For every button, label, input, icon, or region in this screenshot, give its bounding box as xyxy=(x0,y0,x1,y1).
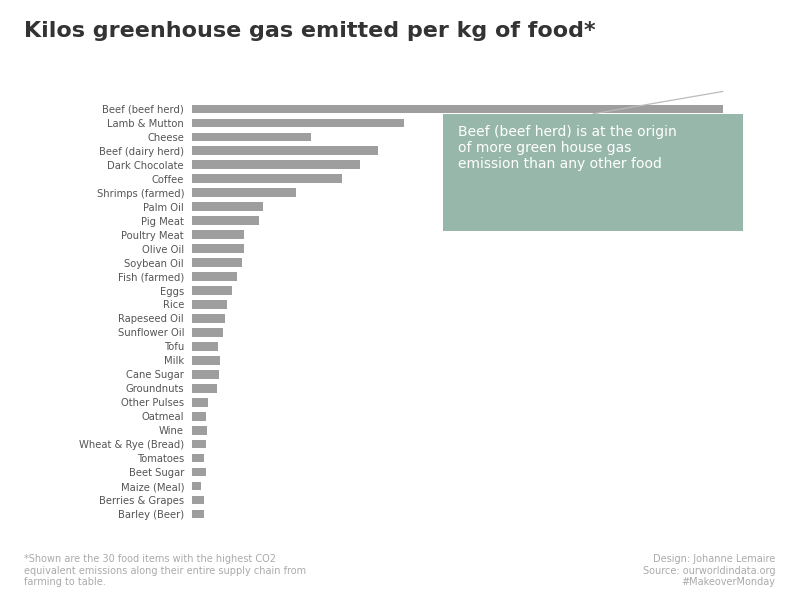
Bar xyxy=(192,119,404,127)
Bar xyxy=(192,510,205,518)
Bar xyxy=(192,370,219,379)
Bar xyxy=(192,132,312,141)
Bar xyxy=(192,398,208,407)
Bar xyxy=(192,412,206,420)
Bar xyxy=(192,244,244,253)
Bar xyxy=(192,384,217,392)
Bar xyxy=(192,189,296,197)
Bar xyxy=(192,468,206,476)
Bar xyxy=(192,147,378,155)
Bar xyxy=(192,216,259,225)
Bar xyxy=(192,273,237,281)
Bar xyxy=(192,231,244,239)
Bar xyxy=(192,286,232,295)
Text: *Shown are the 30 food items with the highest CO2
equivalent emissions along the: *Shown are the 30 food items with the hi… xyxy=(24,554,306,587)
Bar xyxy=(192,440,206,449)
Bar xyxy=(192,161,360,169)
Text: Beef (beef herd) is at the origin
of more green house gas
emission than any othe: Beef (beef herd) is at the origin of mor… xyxy=(458,125,677,171)
Bar xyxy=(192,496,205,504)
Text: Design: Johanne Lemaire
Source: ourworldindata.org
#MakeoverMonday: Design: Johanne Lemaire Source: ourworld… xyxy=(642,554,775,587)
Bar xyxy=(192,426,207,434)
Bar xyxy=(192,105,723,113)
Bar xyxy=(192,300,227,308)
Bar xyxy=(192,328,223,337)
Bar xyxy=(192,482,201,491)
Bar xyxy=(192,454,205,462)
Bar xyxy=(192,356,220,365)
Bar xyxy=(192,258,242,267)
Bar xyxy=(192,342,218,350)
Text: Kilos greenhouse gas emitted per kg of food*: Kilos greenhouse gas emitted per kg of f… xyxy=(24,21,595,41)
Bar xyxy=(192,202,263,211)
Bar xyxy=(192,314,225,323)
Bar xyxy=(192,174,342,183)
